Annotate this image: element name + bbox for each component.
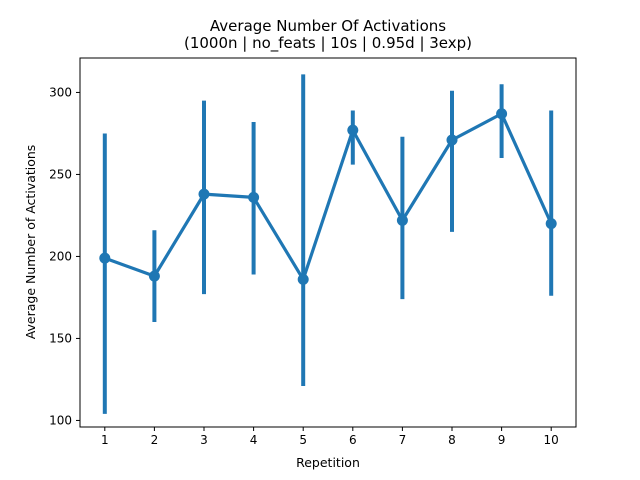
data-points: [99, 108, 557, 285]
y-tick-label-300: 300: [49, 85, 72, 99]
data-point-10: [545, 218, 557, 230]
y-tick-label-150: 150: [49, 331, 72, 345]
series-line-group: [104, 112, 553, 281]
x-tick-label-4: 4: [250, 433, 258, 447]
data-point-3: [198, 188, 210, 200]
y-tick-label-100: 100: [49, 413, 72, 427]
x-tick-label-10: 10: [544, 433, 559, 447]
y-tick-label-250: 250: [49, 167, 72, 181]
x-tick-label-6: 6: [349, 433, 357, 447]
data-point-8: [446, 134, 458, 146]
y-axis-label: Average Number of Activations: [23, 145, 38, 340]
x-axis-label: Repetition: [296, 455, 360, 470]
x-tick-label-7: 7: [399, 433, 407, 447]
data-point-7: [396, 214, 408, 226]
y-tick-label-200: 200: [49, 249, 72, 263]
x-tick-label-5: 5: [299, 433, 307, 447]
x-tick-label-9: 9: [498, 433, 506, 447]
data-point-6: [347, 124, 359, 136]
data-point-9: [496, 108, 508, 120]
y-axis: 100 150 200 250 300: [49, 85, 80, 427]
plot-frame: [79, 57, 577, 428]
data-point-5: [297, 273, 309, 285]
x-tick-label-1: 1: [101, 433, 109, 447]
chart-subtitle: (1000n | no_feats | 10s | 0.95d | 3exp): [184, 34, 472, 53]
data-point-1: [99, 252, 111, 264]
series-line: [104, 112, 553, 281]
data-point-4: [248, 191, 260, 203]
error-bars: [102, 74, 554, 414]
data-point-2: [148, 270, 160, 282]
x-tick-label-2: 2: [151, 433, 159, 447]
chart-title: Average Number Of Activations: [210, 17, 446, 35]
x-tick-label-3: 3: [200, 433, 208, 447]
x-tick-label-8: 8: [448, 433, 456, 447]
x-axis: 1 2 3 4 5 6 7 8 9 10: [101, 427, 559, 447]
